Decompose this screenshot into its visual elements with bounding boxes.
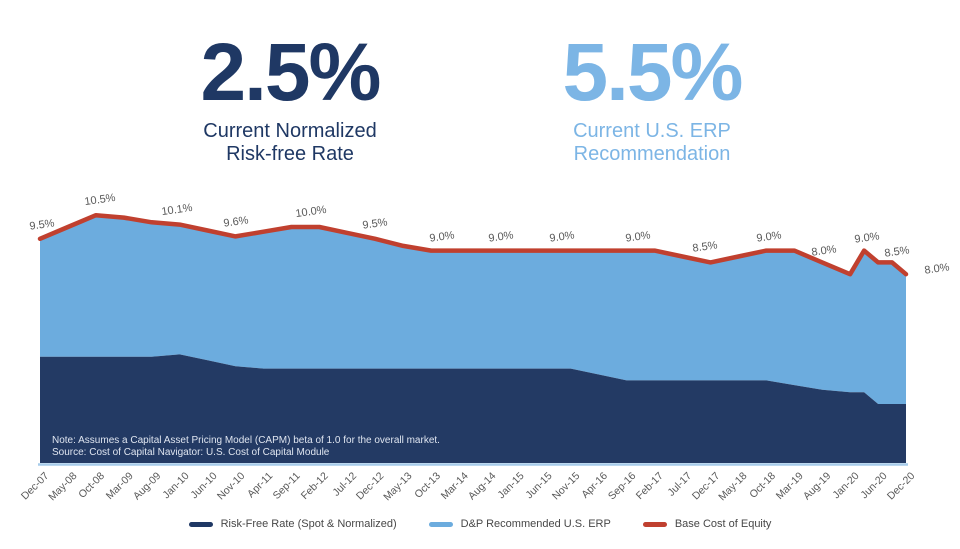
legend: Risk-Free Rate (Spot & Normalized) D&P Re… (0, 518, 960, 530)
erp-recommendation-caption-line1: Current U.S. ERP (573, 120, 731, 142)
erp-recommendation-value: 5.5% (562, 27, 744, 118)
erp-recommendation-caption-line2: Recommendation (573, 143, 731, 165)
headline-risk-free-rate: 2.5% Current Normalized Risk-free Rate (140, 30, 440, 166)
risk-free-rate-value: 2.5% (200, 27, 382, 118)
erp-area (40, 215, 906, 404)
legend-item: Risk-Free Rate (Spot & Normalized) (188, 518, 397, 530)
headline-erp-recommendation: 5.5% Current U.S. ERP Recommendation (502, 30, 802, 166)
risk-free-area (40, 354, 906, 463)
note-line2: Source: Cost of Capital Navigator: U.S. … (52, 447, 330, 458)
legend-label: D&P Recommended U.S. ERP (460, 518, 611, 530)
legend-swatch-icon (642, 521, 667, 527)
risk-free-rate-caption-line2: Risk-free Rate (226, 143, 354, 165)
base-cost-of-equity-line (37, 212, 909, 277)
legend-item: Base Cost of Equity (642, 518, 772, 530)
risk-free-rate-caption-line1: Current Normalized (203, 120, 377, 142)
legend-swatch-icon (428, 521, 453, 527)
risk-free-rate-caption: Current Normalized Risk-free Rate (140, 120, 440, 166)
legend-label: Risk-Free Rate (Spot & Normalized) (220, 518, 397, 530)
chart-note: Note: Assumes a Capital Asset Pricing Mo… (52, 435, 440, 459)
legend-swatch-icon (188, 521, 213, 527)
legend-label: Base Cost of Equity (674, 518, 772, 530)
note-line1: Note: Assumes a Capital Asset Pricing Mo… (52, 435, 440, 446)
legend-item: D&P Recommended U.S. ERP (428, 518, 611, 530)
erp-recommendation-caption: Current U.S. ERP Recommendation (502, 120, 802, 166)
